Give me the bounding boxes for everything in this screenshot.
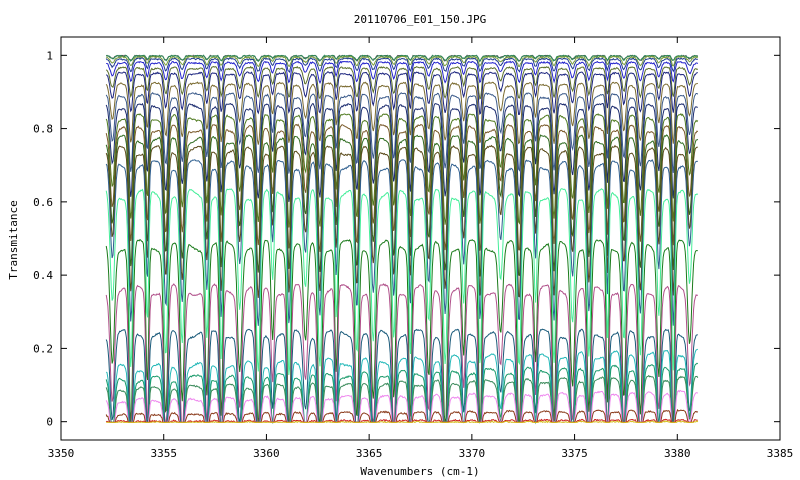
- series-line: [105, 54, 699, 63]
- series-line: [105, 328, 698, 423]
- y-axis-label: Transmitance: [7, 200, 20, 279]
- x-axis-label: Wavenumbers (cm-1): [360, 465, 479, 478]
- x-tick-label: 3355: [150, 447, 177, 460]
- series-line: [105, 71, 698, 115]
- x-tick-label: 3370: [459, 447, 486, 460]
- series-line: [105, 238, 698, 424]
- plot-frame: [60, 36, 781, 441]
- y-tick-label: 1: [46, 49, 53, 62]
- y-tick-label: 0.2: [33, 342, 53, 355]
- series-line: [105, 188, 699, 376]
- x-tick-label: 3375: [561, 447, 588, 460]
- series-line: [105, 65, 699, 100]
- y-tick-label: 0: [46, 416, 53, 429]
- x-tick-label: 3385: [767, 447, 794, 460]
- y-tick-label: 0.4: [33, 269, 53, 282]
- x-tick-label: 3380: [664, 447, 691, 460]
- series-line: [105, 144, 698, 298]
- series-line: [105, 102, 698, 203]
- x-tick-label: 3360: [253, 447, 280, 460]
- axes-layer: 3350 3355 3360 3365 3370 3375 3380 3385 0 0.2 0.4 0…: [33, 37, 793, 460]
- series-line: [105, 92, 699, 174]
- y-tick-label: 0.6: [33, 196, 53, 209]
- series-line: [105, 57, 698, 73]
- series-line: [105, 158, 699, 326]
- series-line: [105, 81, 698, 145]
- y-tick-label: 0.8: [33, 123, 53, 136]
- x-tick-label: 3365: [356, 447, 383, 460]
- series-line: [105, 389, 699, 423]
- series-layer: [105, 54, 699, 425]
- series-line: [106, 420, 699, 424]
- series-line: [105, 55, 699, 68]
- x-tick-label: 3350: [48, 447, 75, 460]
- chart-title: 20110706_E01_150.JPG: [354, 13, 486, 26]
- series-line: [105, 283, 699, 424]
- series-line: [106, 60, 699, 84]
